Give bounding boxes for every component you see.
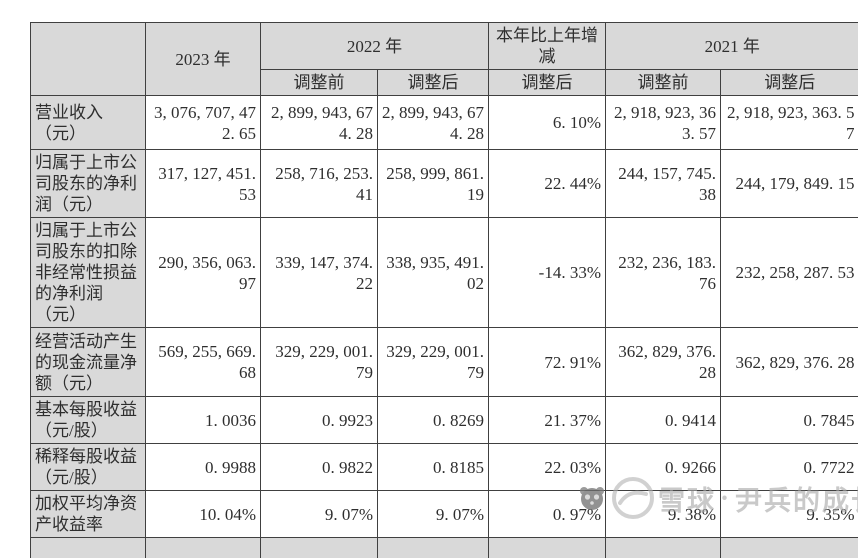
cell-change: 72. 91% [489, 328, 606, 397]
cell-change: 6. 10% [489, 96, 606, 150]
subheader-2022-before: 调整前 [261, 70, 378, 96]
cell-change: 21. 37% [489, 397, 606, 444]
subheader-2021-before: 调整前 [606, 70, 721, 96]
cell-change: 22. 03% [489, 444, 606, 491]
cell-2023: 3, 076, 707, 472. 65 [146, 96, 261, 150]
cell-2023: 569, 255, 669. 68 [146, 328, 261, 397]
table-row-operating-cash-flow: 经营活动产生 的现金流量净 额（元） 569, 255, 669. 68 329… [31, 328, 858, 397]
row-label: 稀释每股收益 （元/股） [31, 444, 146, 491]
header-row-years: 2023 年 2022 年 本年比上年增 减 2021 年 [31, 23, 858, 70]
cell-2021-after: 9. 35% [721, 491, 858, 538]
cell-2021-before: 244, 157, 745. 38 [606, 150, 721, 218]
table-row-cutoff [31, 538, 858, 558]
cell-2021-after: 232, 258, 287. 53 [721, 218, 858, 328]
cell-2023: 0. 9988 [146, 444, 261, 491]
table-row-revenue: 营业收入 （元） 3, 076, 707, 472. 65 2, 899, 94… [31, 96, 858, 150]
table-row-net-profit: 归属于上市公 司股东的净利 润（元） 317, 127, 451. 53 258… [31, 150, 858, 218]
subheader-2021-after: 调整后 [721, 70, 858, 96]
cell-2022-after: 2, 899, 943, 674. 28 [378, 96, 489, 150]
corner-cell [31, 23, 146, 96]
cell-2023: 317, 127, 451. 53 [146, 150, 261, 218]
table-row-net-profit-excl-nonrecurring: 归属于上市公 司股东的扣除 非经常性损益 的净利润 （元） 290, 356, … [31, 218, 858, 328]
row-label: 加权平均净资 产收益率 [31, 491, 146, 538]
cell-2021-after: 244, 179, 849. 15 [721, 150, 858, 218]
cell-2022-after: 338, 935, 491. 02 [378, 218, 489, 328]
cell-change: 22. 44% [489, 150, 606, 218]
cell-2022-before: 2, 899, 943, 674. 28 [261, 96, 378, 150]
cell-2022-before: 329, 229, 001. 79 [261, 328, 378, 397]
row-label: 经营活动产生 的现金流量净 额（元） [31, 328, 146, 397]
cell-2021-before: 0. 9414 [606, 397, 721, 444]
cell-2022-before: 0. 9923 [261, 397, 378, 444]
cell-2021-after: 362, 829, 376. 28 [721, 328, 858, 397]
subheader-2022-after: 调整后 [378, 70, 489, 96]
row-label: 归属于上市公 司股东的扣除 非经常性损益 的净利润 （元） [31, 218, 146, 328]
cell-2021-before: 232, 236, 183. 76 [606, 218, 721, 328]
cell-2022-after: 329, 229, 001. 79 [378, 328, 489, 397]
cell-2022-before: 339, 147, 374. 22 [261, 218, 378, 328]
table-row-diluted-eps: 稀释每股收益 （元/股） 0. 9988 0. 9822 0. 8185 22.… [31, 444, 858, 491]
cell-2022-before: 258, 716, 253. 41 [261, 150, 378, 218]
financial-summary-table: 2023 年 2022 年 本年比上年增 减 2021 年 调整前 调整后 调整… [30, 22, 858, 558]
row-label: 基本每股收益 （元/股） [31, 397, 146, 444]
cell-2021-before: 362, 829, 376. 28 [606, 328, 721, 397]
cell-2022-after: 0. 8185 [378, 444, 489, 491]
cell-2022-after: 9. 07% [378, 491, 489, 538]
subheader-change-after: 调整后 [489, 70, 606, 96]
cell-2023: 290, 356, 063. 97 [146, 218, 261, 328]
cell-2021-after: 0. 7845 [721, 397, 858, 444]
cell-2021-before: 2, 918, 923, 363. 57 [606, 96, 721, 150]
cell-2022-before: 9. 07% [261, 491, 378, 538]
cell-2022-before: 0. 9822 [261, 444, 378, 491]
cell-2023: 10. 04% [146, 491, 261, 538]
header-2022: 2022 年 [261, 23, 489, 70]
cell-2022-after: 0. 8269 [378, 397, 489, 444]
table-row-weighted-avg-roe: 加权平均净资 产收益率 10. 04% 9. 07% 9. 07% 0. 97%… [31, 491, 858, 538]
header-change: 本年比上年增 减 [489, 23, 606, 70]
header-2021: 2021 年 [606, 23, 858, 70]
cell-2021-before: 9. 38% [606, 491, 721, 538]
cell-change: -14. 33% [489, 218, 606, 328]
cell-2022-after: 258, 999, 861. 19 [378, 150, 489, 218]
header-2023: 2023 年 [146, 23, 261, 96]
cell-2021-before: 0. 9266 [606, 444, 721, 491]
cell-2023: 1. 0036 [146, 397, 261, 444]
page: { "colors": { "header_bg": "#d9d9d9", "b… [0, 0, 858, 532]
row-label: 营业收入 （元） [31, 96, 146, 150]
cell-2021-after: 2, 918, 923, 363. 57 [721, 96, 858, 150]
table-row-basic-eps: 基本每股收益 （元/股） 1. 0036 0. 9923 0. 8269 21.… [31, 397, 858, 444]
cell-change: 0. 97% [489, 491, 606, 538]
row-label: 归属于上市公 司股东的净利 润（元） [31, 150, 146, 218]
cell-2021-after: 0. 7722 [721, 444, 858, 491]
